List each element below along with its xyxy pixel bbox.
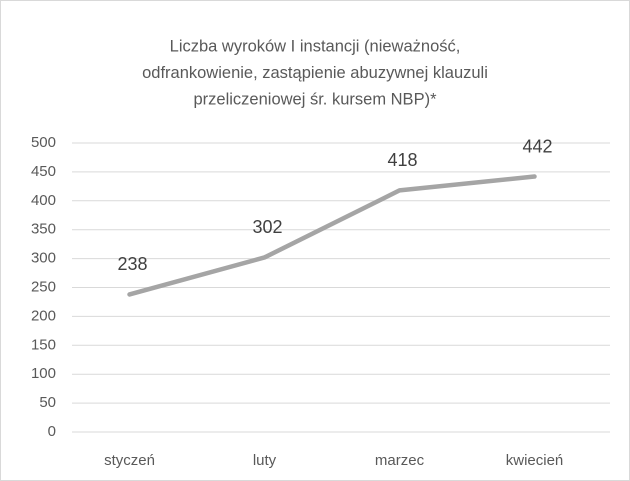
chart-title: Liczba wyroków I instancji (nieważność, [170, 37, 461, 55]
x-tick-label: kwiecień [506, 452, 564, 469]
y-tick-label: 150 [31, 336, 56, 353]
data-label: 238 [117, 254, 147, 274]
x-tick-label: luty [253, 452, 277, 469]
data-label: 302 [252, 217, 282, 237]
x-tick-label: marzec [375, 452, 425, 469]
chart-title: przeliczeniowej śr. kursem NBP)* [194, 90, 438, 108]
y-tick-label: 50 [39, 394, 56, 411]
y-tick-label: 350 [31, 221, 56, 238]
y-tick-label: 250 [31, 278, 56, 295]
y-tick-label: 300 [31, 250, 56, 267]
x-tick-label: styczeń [104, 452, 155, 469]
y-tick-label: 200 [31, 307, 56, 324]
line [127, 174, 537, 297]
y-tick-label: 0 [48, 423, 56, 440]
chart-title: odfrankowienie, zastąpienie abuzywnej kl… [142, 64, 488, 82]
y-tick-label: 500 [31, 134, 56, 151]
y-tick-label: 400 [31, 192, 56, 209]
data-label: 418 [387, 150, 417, 170]
data-label: 442 [522, 136, 552, 156]
y-tick-label: 450 [31, 163, 56, 180]
y-tick-label: 100 [31, 365, 56, 382]
